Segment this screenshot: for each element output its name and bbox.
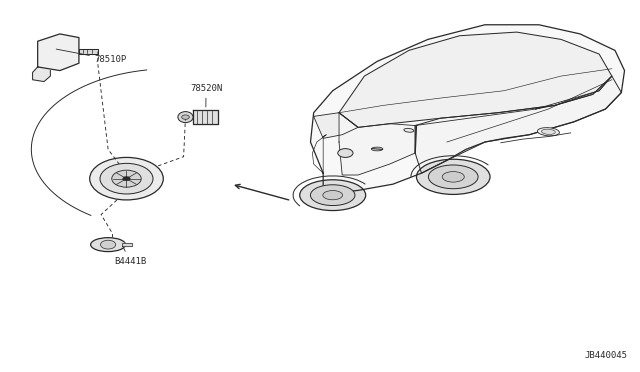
Ellipse shape bbox=[300, 180, 365, 211]
Text: 78510P: 78510P bbox=[56, 49, 127, 64]
Ellipse shape bbox=[417, 159, 490, 195]
Circle shape bbox=[338, 149, 353, 157]
Polygon shape bbox=[79, 49, 98, 54]
Polygon shape bbox=[314, 113, 358, 138]
Ellipse shape bbox=[323, 190, 342, 200]
Polygon shape bbox=[536, 76, 612, 109]
Ellipse shape bbox=[404, 128, 414, 132]
Circle shape bbox=[112, 170, 141, 187]
Polygon shape bbox=[122, 243, 132, 247]
Polygon shape bbox=[33, 67, 51, 81]
Polygon shape bbox=[38, 34, 79, 71]
Ellipse shape bbox=[442, 171, 464, 182]
Ellipse shape bbox=[91, 238, 125, 251]
Text: B4441B: B4441B bbox=[114, 247, 146, 266]
Polygon shape bbox=[339, 32, 612, 127]
Polygon shape bbox=[310, 25, 625, 193]
Polygon shape bbox=[193, 110, 218, 125]
Text: 78520N: 78520N bbox=[190, 84, 222, 107]
Circle shape bbox=[100, 240, 116, 249]
Circle shape bbox=[100, 163, 153, 194]
Ellipse shape bbox=[178, 112, 193, 123]
Text: JB440045: JB440045 bbox=[585, 351, 628, 360]
Ellipse shape bbox=[538, 128, 559, 136]
Circle shape bbox=[90, 157, 163, 200]
Polygon shape bbox=[339, 113, 415, 175]
Polygon shape bbox=[415, 76, 621, 173]
Circle shape bbox=[182, 115, 189, 119]
Circle shape bbox=[123, 176, 131, 181]
Ellipse shape bbox=[310, 185, 355, 206]
Ellipse shape bbox=[541, 129, 556, 134]
Ellipse shape bbox=[428, 165, 478, 189]
